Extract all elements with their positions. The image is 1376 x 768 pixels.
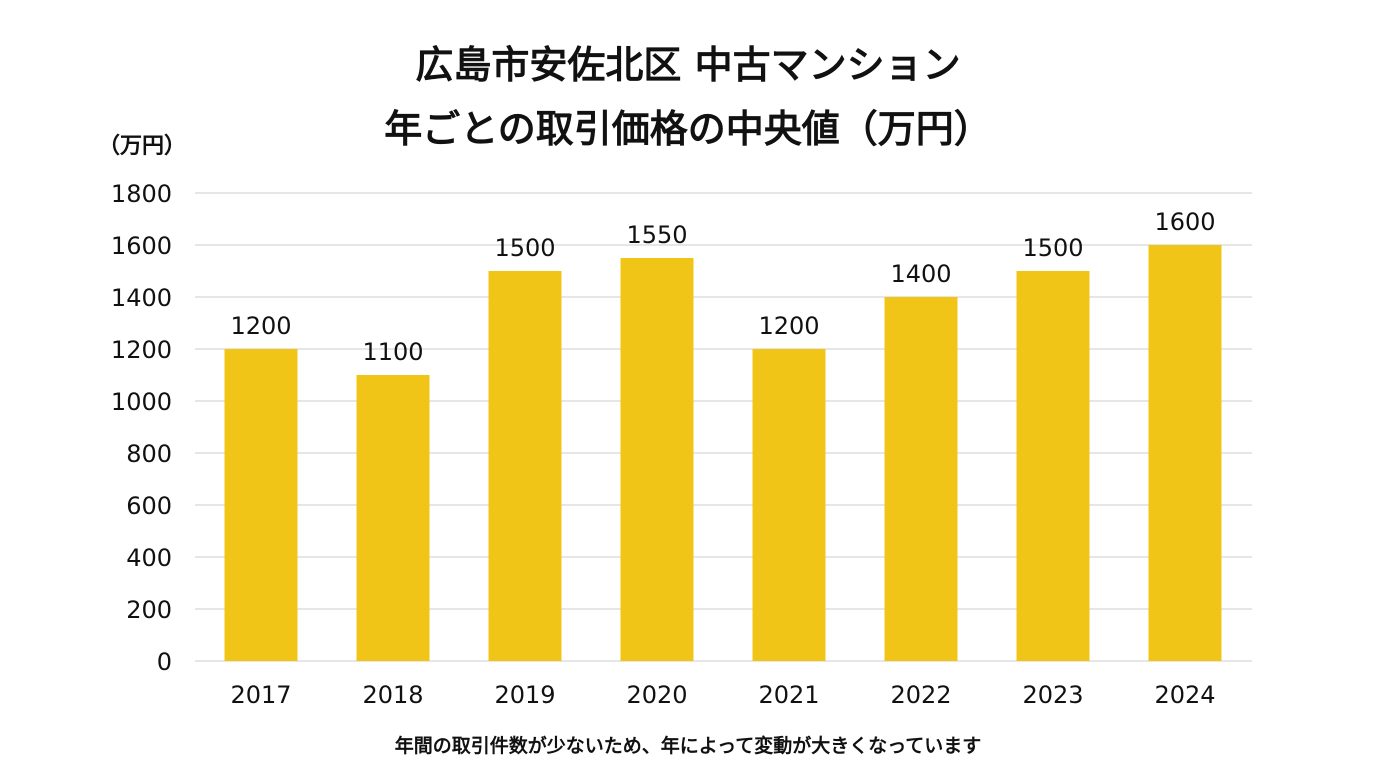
bar-value-label: 1500	[494, 234, 555, 262]
x-category-label: 2017	[230, 681, 291, 709]
x-category-label: 2018	[362, 681, 423, 709]
y-tick-label: 400	[126, 544, 172, 572]
bar	[356, 375, 430, 661]
bar	[1016, 271, 1090, 661]
bar	[884, 297, 958, 661]
y-tick-label: 1600	[111, 232, 172, 260]
data-labels: 1200 1100 1500 1550 1200 1400 1500 1600	[230, 208, 1215, 366]
bar-value-label: 1200	[230, 312, 291, 340]
bars	[224, 245, 1222, 661]
bar-value-label: 1550	[626, 221, 687, 249]
bar-value-label: 1200	[758, 312, 819, 340]
y-tick-label: 1200	[111, 336, 172, 364]
gridlines	[195, 192, 1252, 662]
bar-value-label: 1100	[362, 338, 423, 366]
bar	[620, 258, 694, 661]
y-tick-label: 600	[126, 492, 172, 520]
bar	[488, 271, 562, 661]
bar	[224, 349, 298, 661]
bar-value-label: 1500	[1022, 234, 1083, 262]
y-tick-label: 800	[126, 440, 172, 468]
x-category-label: 2021	[758, 681, 819, 709]
x-axis-categories: 2017 2018 2019 2020 2021 2022 2023 2024	[230, 681, 1215, 709]
chart-title-line-1: 広島市安佐北区 中古マンション	[415, 43, 960, 87]
bar-value-label: 1400	[890, 260, 951, 288]
chart-title-line-2: 年ごとの取引価格の中央値（万円）	[384, 107, 992, 151]
y-axis-ticks: 0 200 400 600 800 1000 1200 1400 1600 1800	[111, 180, 172, 676]
bar	[752, 349, 826, 661]
x-category-label: 2019	[494, 681, 555, 709]
y-tick-label: 200	[126, 596, 172, 624]
x-category-label: 2023	[1022, 681, 1083, 709]
x-category-label: 2020	[626, 681, 687, 709]
bar-value-label: 1600	[1154, 208, 1215, 236]
y-tick-label: 1000	[111, 388, 172, 416]
y-tick-label: 0	[157, 648, 172, 676]
x-category-label: 2022	[890, 681, 951, 709]
y-tick-label: 1800	[111, 180, 172, 208]
y-axis-unit-label: （万円）	[98, 134, 186, 159]
bar	[1148, 245, 1222, 661]
y-tick-label: 1400	[111, 284, 172, 312]
x-category-label: 2024	[1154, 681, 1215, 709]
chart-footnote: 年間の取引件数が少ないため、年によって変動が大きくなっています	[395, 734, 982, 757]
